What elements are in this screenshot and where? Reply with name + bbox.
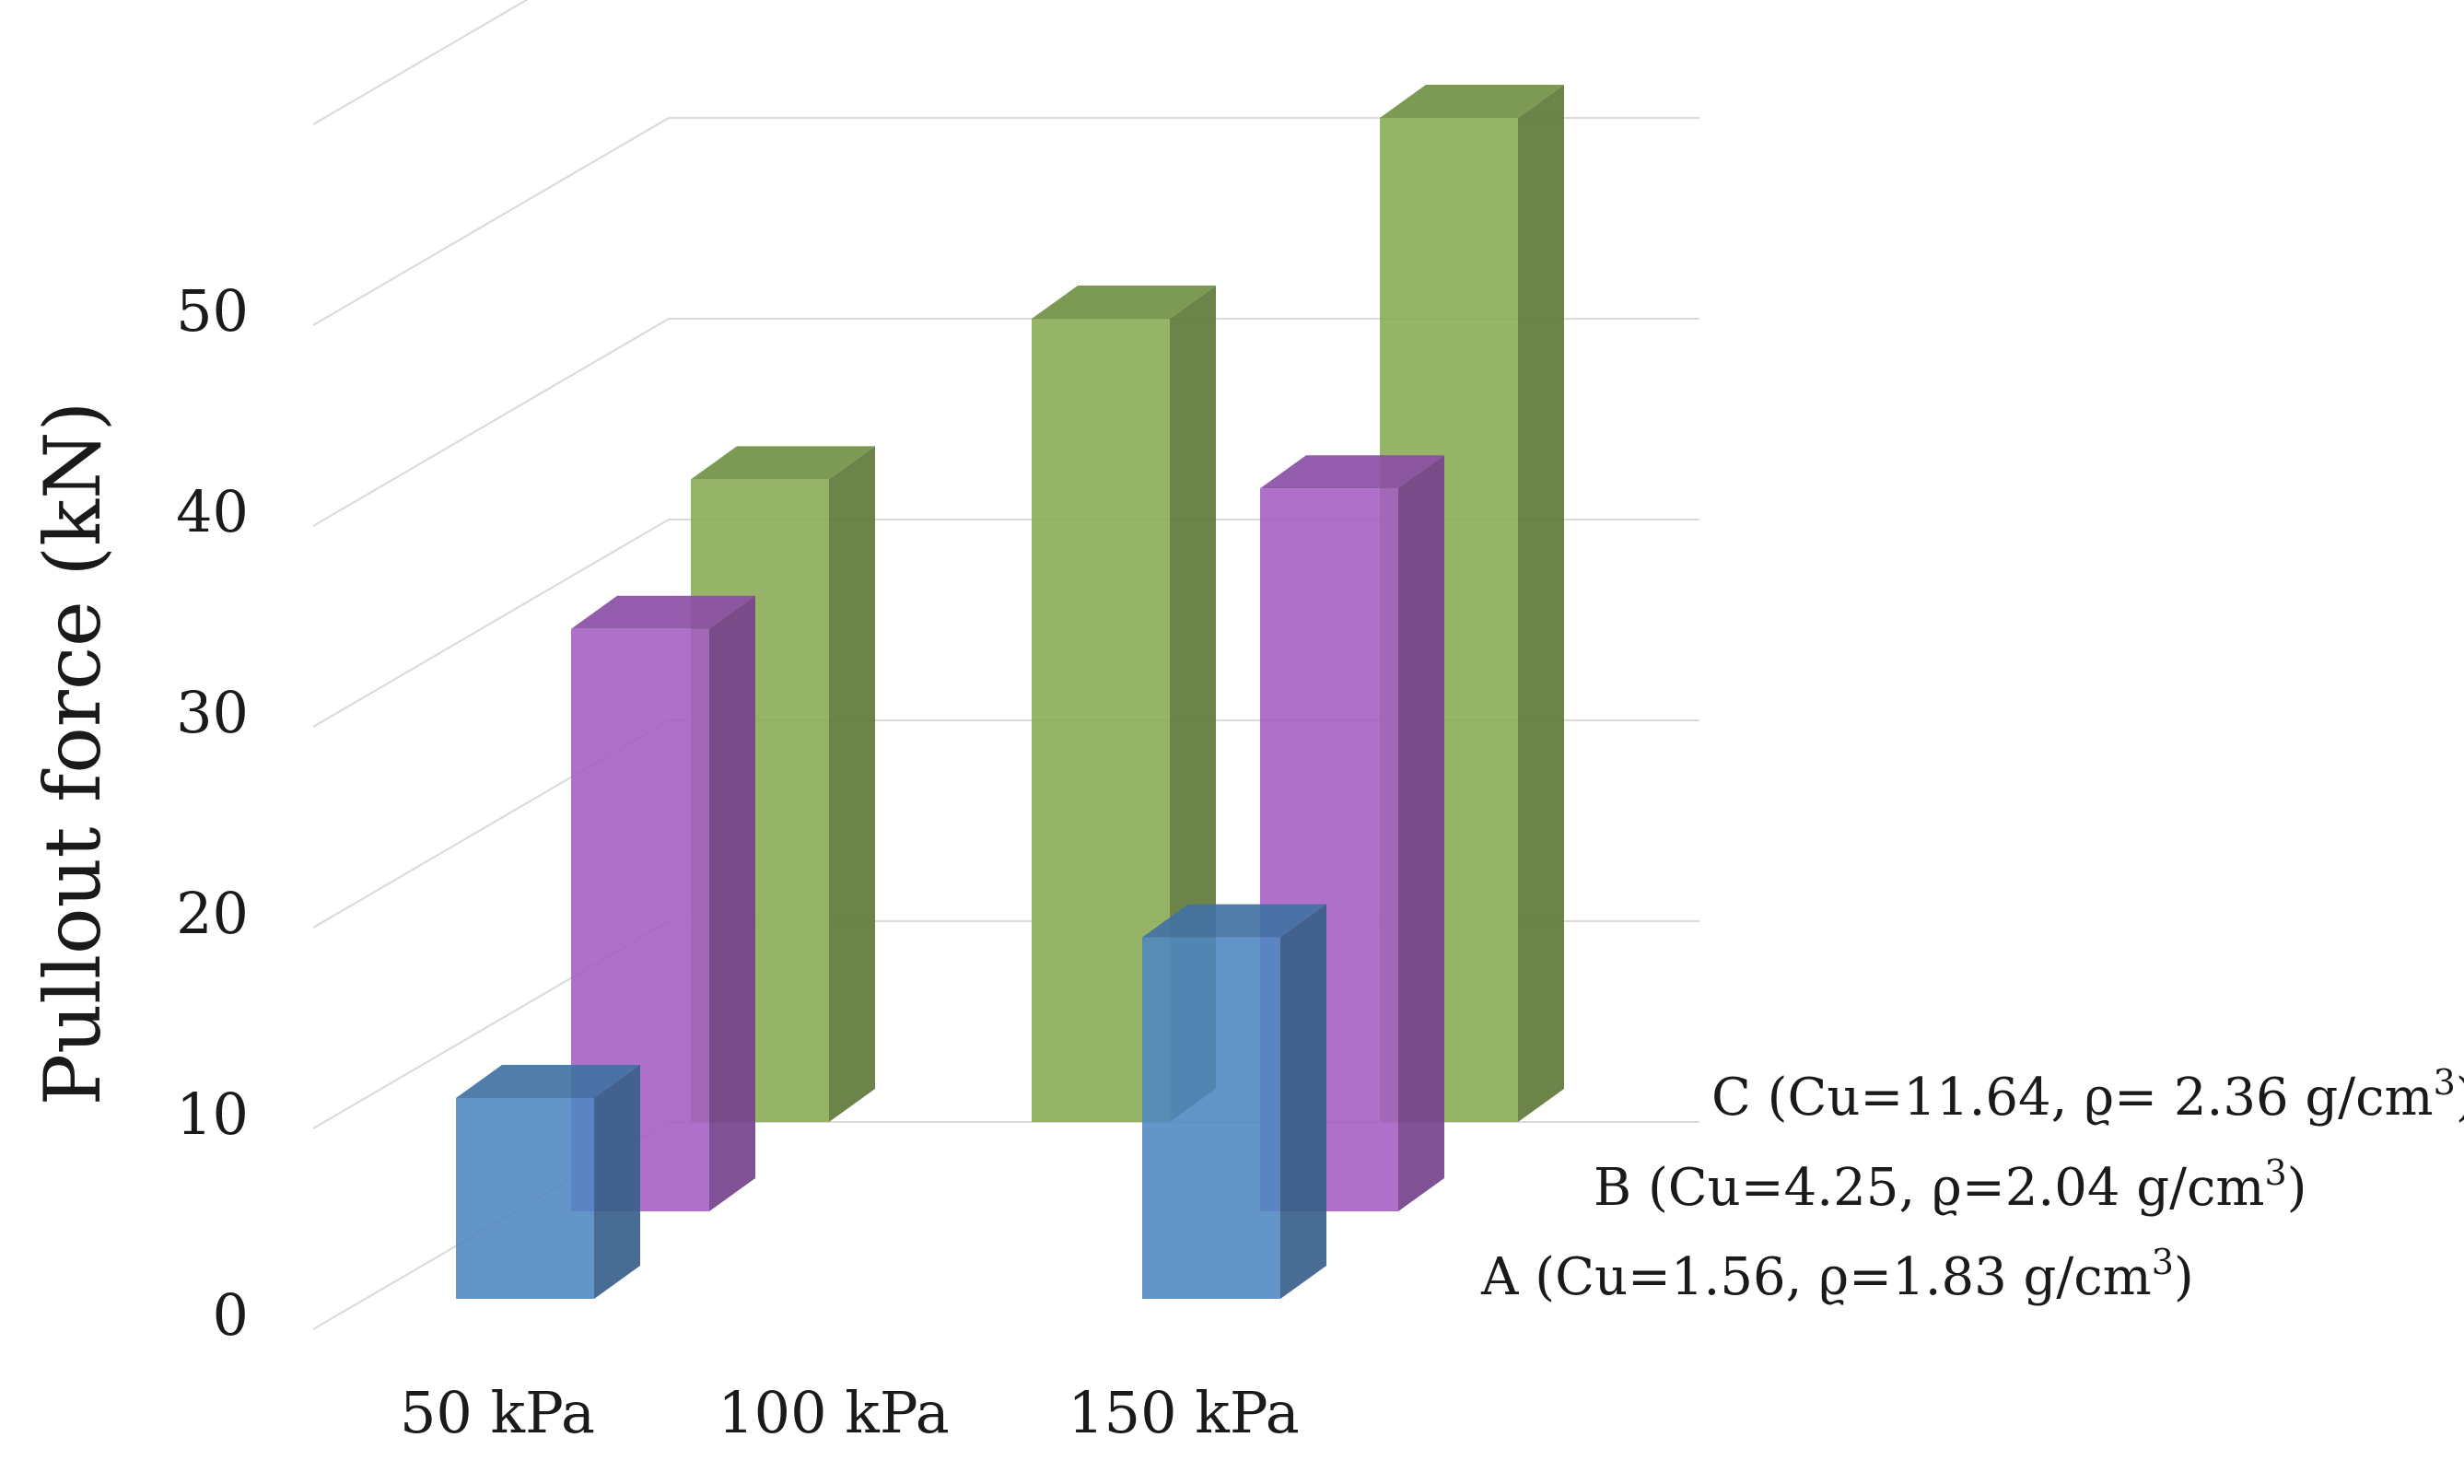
labels: 0 10 20 30 40 50 50 kPa 100 kPa 150 kPa A (Cu=1.5… — [176, 277, 2464, 1446]
bar-side — [829, 446, 875, 1122]
grid-line-left-30 — [312, 519, 670, 728]
bar-top — [1380, 85, 1564, 118]
grid-line-left-top — [312, 0, 529, 125]
series-label-B: B (Cu=4.25, ϱ=2.04 g/cm3) — [1594, 1152, 2306, 1218]
x-tick-label: 100 kPa — [718, 1379, 950, 1446]
bar-side — [1398, 455, 1444, 1211]
bars — [456, 85, 1564, 1299]
bar-top — [1260, 455, 1444, 489]
y-tick-label: 0 — [213, 1281, 249, 1349]
bar-top — [1032, 286, 1216, 319]
bar-top — [1142, 904, 1326, 938]
bar-top — [691, 446, 875, 480]
grid-line-left-50 — [312, 117, 670, 326]
series-label-A: A (Cu=1.56, ϱ=1.83 g/cm3) — [1480, 1242, 2194, 1307]
x-tick-label: 150 kPa — [1068, 1379, 1300, 1446]
bar-top — [571, 595, 755, 629]
bar-front — [1142, 937, 1280, 1299]
bar-side — [1280, 904, 1326, 1299]
y-tick-label: 20 — [176, 880, 249, 947]
bar-A-50-kPa — [456, 1065, 640, 1299]
y-tick-label: 40 — [176, 478, 249, 545]
y-tick-label: 10 — [176, 1081, 249, 1148]
bar-side — [594, 1065, 640, 1299]
y-axis-title: Pullout force (kN) — [28, 402, 118, 1106]
series-label-C: C (Cu=11.64, ϱ= 2.36 g/cm3) — [1711, 1062, 2464, 1128]
bar-side — [1518, 85, 1564, 1122]
grid-line-left-40 — [312, 318, 670, 527]
bar-front — [456, 1098, 594, 1299]
bar-side — [709, 595, 755, 1211]
y-tick-label: 50 — [176, 277, 249, 345]
y-tick-label: 30 — [176, 679, 249, 746]
bar-A-150-kPa — [1142, 904, 1326, 1299]
bar-top — [456, 1065, 640, 1098]
x-tick-label: 50 kPa — [400, 1379, 595, 1446]
